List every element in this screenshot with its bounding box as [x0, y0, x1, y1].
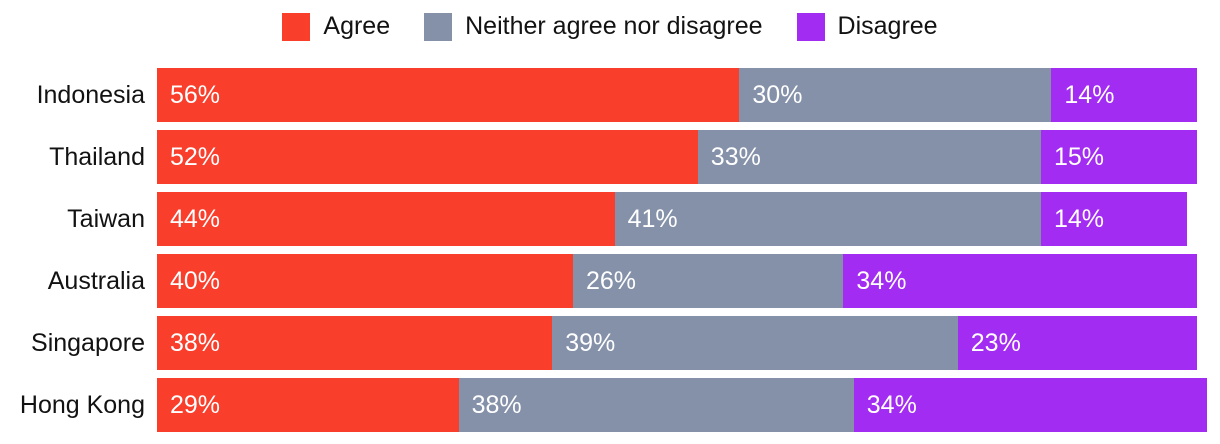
value-label: 26%	[586, 266, 637, 295]
chart-row-taiwan: Taiwan 44% 41% 14%	[0, 192, 1207, 246]
legend-item-agree: Agree	[282, 12, 390, 41]
value-label: 38%	[471, 390, 522, 419]
category-label: Singapore	[31, 328, 145, 357]
bar-segment-agree: 44%	[157, 192, 615, 246]
bar-segment-disagree: 14%	[1040, 192, 1187, 246]
bar-segment-neither-agree-nor-disagree: 38%	[458, 378, 854, 432]
legend-item-neither-agree-nor-disagree: Neither agree nor disagree	[424, 12, 763, 41]
category-label: Hong Kong	[19, 390, 145, 419]
value-label: 23%	[970, 328, 1021, 357]
bar-segment-disagree: 14%	[1051, 68, 1197, 122]
value-label: 30%	[752, 80, 803, 109]
bar-segment-agree: 52%	[157, 130, 698, 184]
chart-row-singapore: Singapore 38% 39% 23%	[0, 316, 1207, 370]
chart-row-australia: Australia 40% 26% 34%	[0, 254, 1207, 308]
legend-swatch-agree	[282, 12, 311, 41]
bar-segment-disagree: 34%	[853, 378, 1208, 432]
value-label: 14%	[1064, 80, 1115, 109]
value-label: 41%	[627, 204, 678, 233]
legend: Agree Neither agree nor disagree Disagree	[0, 12, 1220, 41]
stacked-bar: 38% 39% 23%	[157, 316, 1197, 370]
legend-label: Disagree	[837, 12, 938, 40]
stacked-bar: 52% 33% 15%	[157, 130, 1197, 184]
category-label: Taiwan	[67, 204, 145, 233]
category-label: Thailand	[49, 142, 145, 171]
value-label: 52%	[170, 142, 221, 171]
bar-segment-neither-agree-nor-disagree: 30%	[739, 68, 1052, 122]
bar-segment-agree: 56%	[157, 68, 740, 122]
value-label: 33%	[710, 142, 761, 171]
bar-segment-agree: 29%	[157, 378, 459, 432]
value-label: 39%	[565, 328, 616, 357]
value-label: 40%	[170, 266, 221, 295]
legend-label: Neither agree nor disagree	[465, 12, 763, 40]
value-label: 38%	[170, 328, 221, 357]
chart-rows: Indonesia 56% 30% 14% Thailand 52% 33% 15% Taiwa…	[0, 68, 1208, 440]
bar-segment-disagree: 15%	[1040, 130, 1197, 184]
chart-row-indonesia: Indonesia 56% 30% 14%	[0, 68, 1207, 122]
category-label: Indonesia	[36, 80, 145, 109]
value-label: 15%	[1053, 142, 1105, 171]
stacked-bar: 44% 41% 14%	[157, 192, 1187, 246]
value-label: 34%	[866, 390, 917, 419]
bar-segment-agree: 40%	[157, 254, 573, 308]
stacked-bar: 56% 30% 14%	[157, 68, 1197, 122]
legend-label: Agree	[323, 12, 391, 40]
value-label: 29%	[170, 390, 221, 419]
bar-segment-disagree: 23%	[957, 316, 1197, 370]
legend-swatch-neither-agree-nor-disagree	[424, 12, 453, 41]
value-label: 44%	[170, 204, 221, 233]
value-label: 14%	[1053, 204, 1105, 233]
category-label: Australia	[47, 266, 145, 295]
bar-segment-neither-agree-nor-disagree: 33%	[697, 130, 1041, 184]
chart-row-hong-kong: Hong Kong 29% 38% 34%	[0, 378, 1208, 432]
stacked-bar: 40% 26% 34%	[157, 254, 1197, 308]
legend-item-disagree: Disagree	[796, 12, 938, 41]
bar-segment-neither-agree-nor-disagree: 39%	[552, 316, 958, 370]
value-label: 56%	[170, 80, 221, 109]
chart-row-thailand: Thailand 52% 33% 15%	[0, 130, 1207, 184]
value-label: 34%	[856, 266, 907, 295]
bar-segment-neither-agree-nor-disagree: 26%	[573, 254, 844, 308]
bar-segment-neither-agree-nor-disagree: 41%	[614, 192, 1041, 246]
bar-segment-disagree: 34%	[843, 254, 1197, 308]
legend-swatch-disagree	[796, 12, 825, 41]
bar-segment-agree: 38%	[157, 316, 553, 370]
stacked-bar: 29% 38% 34%	[157, 378, 1208, 432]
